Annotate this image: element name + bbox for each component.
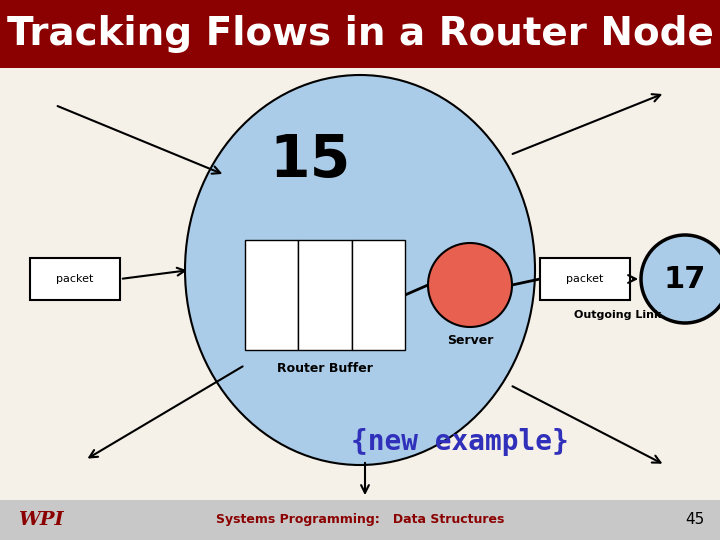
Text: 15: 15 xyxy=(269,132,351,188)
Text: Tracking Flows in a Router Node: Tracking Flows in a Router Node xyxy=(6,15,714,53)
Text: packet: packet xyxy=(567,274,603,284)
Text: packet: packet xyxy=(56,274,94,284)
Text: WPI: WPI xyxy=(18,511,63,529)
Bar xyxy=(0,0,720,68)
Circle shape xyxy=(641,235,720,323)
Circle shape xyxy=(428,243,512,327)
Bar xyxy=(540,258,630,300)
Bar xyxy=(30,258,120,300)
Text: {new example}: {new example} xyxy=(351,428,569,456)
Bar xyxy=(298,240,351,350)
Bar xyxy=(245,240,298,350)
Text: Router Buffer: Router Buffer xyxy=(277,361,373,375)
Text: 45: 45 xyxy=(685,512,705,528)
Bar xyxy=(351,240,405,350)
Text: Systems Programming:   Data Structures: Systems Programming: Data Structures xyxy=(216,514,504,526)
Bar xyxy=(0,500,720,540)
Text: Server: Server xyxy=(447,334,493,348)
Ellipse shape xyxy=(185,75,535,465)
Text: Outgoing Link: Outgoing Link xyxy=(575,310,662,320)
Text: 17: 17 xyxy=(664,265,706,294)
